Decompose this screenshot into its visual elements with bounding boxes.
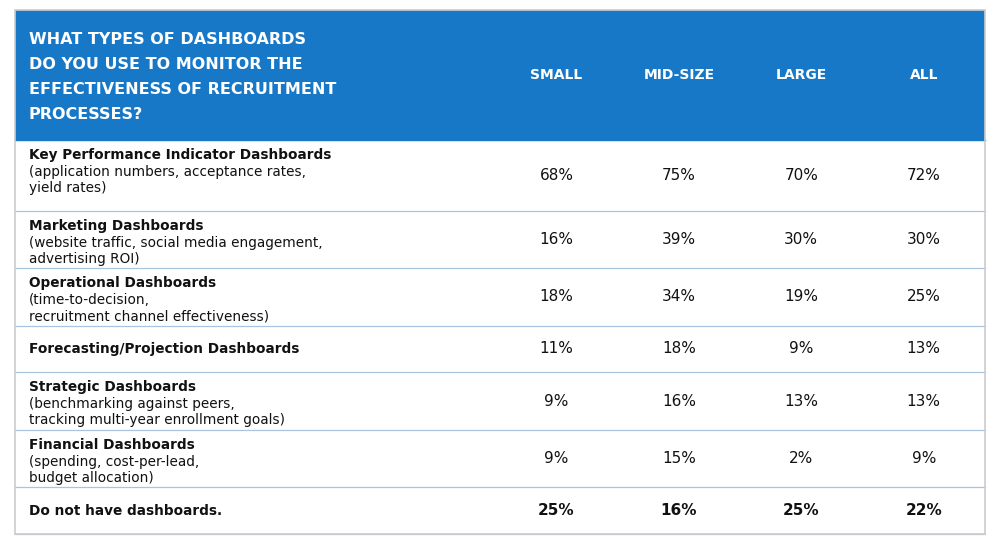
Polygon shape [15,430,985,487]
Text: 68%: 68% [539,168,573,183]
Text: PROCESSES?: PROCESSES? [29,107,143,122]
Text: EFFECTIVENESS OF RECRUITMENT: EFFECTIVENESS OF RECRUITMENT [29,82,336,97]
Text: 13%: 13% [907,394,941,409]
Text: 9%: 9% [544,451,569,466]
Text: 22%: 22% [905,503,942,518]
Text: Operational Dashboards: Operational Dashboards [29,276,216,290]
Text: 13%: 13% [784,394,818,409]
Text: 16%: 16% [661,503,697,518]
Text: recruitment channel effectiveness): recruitment channel effectiveness) [29,309,269,323]
Polygon shape [15,140,985,211]
Text: 13%: 13% [907,342,941,356]
Text: (benchmarking against peers,: (benchmarking against peers, [29,398,235,411]
Text: 9%: 9% [912,451,936,466]
Text: 25%: 25% [907,289,941,305]
Text: 18%: 18% [539,289,573,305]
Text: 75%: 75% [662,168,696,183]
Text: 18%: 18% [662,342,696,356]
Polygon shape [15,487,985,534]
Polygon shape [15,268,985,325]
Text: (application numbers, acceptance rates,: (application numbers, acceptance rates, [29,165,306,179]
Text: 25%: 25% [538,503,575,518]
Polygon shape [15,373,985,430]
Text: 16%: 16% [662,394,696,409]
Text: 11%: 11% [539,342,573,356]
Text: 39%: 39% [662,232,696,247]
Polygon shape [15,325,985,373]
Text: 34%: 34% [662,289,696,305]
Polygon shape [15,211,985,268]
Polygon shape [15,10,985,140]
Text: Marketing Dashboards: Marketing Dashboards [29,219,204,233]
Text: advertising ROI): advertising ROI) [29,252,140,266]
Text: (time-to-decision,: (time-to-decision, [29,293,150,307]
Text: tracking multi-year enrollment goals): tracking multi-year enrollment goals) [29,413,285,428]
Text: Forecasting/Projection Dashboards: Forecasting/Projection Dashboards [29,342,299,356]
Text: (spending, cost-per-lead,: (spending, cost-per-lead, [29,455,199,469]
Text: 16%: 16% [539,232,573,247]
Text: Key Performance Indicator Dashboards: Key Performance Indicator Dashboards [29,148,331,162]
Text: budget allocation): budget allocation) [29,471,154,485]
Text: LARGE: LARGE [776,68,827,82]
Text: 9%: 9% [789,342,813,356]
Text: 25%: 25% [783,503,820,518]
Text: (website traffic, social media engagement,: (website traffic, social media engagemen… [29,236,323,250]
Text: Strategic Dashboards: Strategic Dashboards [29,380,196,394]
Text: yield rates): yield rates) [29,181,106,195]
Text: 30%: 30% [784,232,818,247]
Text: 2%: 2% [789,451,813,466]
Text: 72%: 72% [907,168,941,183]
Text: WHAT TYPES OF DASHBOARDS: WHAT TYPES OF DASHBOARDS [29,32,306,47]
Text: SMALL: SMALL [530,68,583,82]
Text: ALL: ALL [910,68,938,82]
Text: 30%: 30% [907,232,941,247]
Text: DO YOU USE TO MONITOR THE: DO YOU USE TO MONITOR THE [29,57,303,72]
Text: Do not have dashboards.: Do not have dashboards. [29,504,222,517]
Text: 19%: 19% [784,289,818,305]
Text: 9%: 9% [544,394,569,409]
Text: 15%: 15% [662,451,696,466]
Text: MID-SIZE: MID-SIZE [643,68,714,82]
Text: Financial Dashboards: Financial Dashboards [29,438,195,452]
Text: 70%: 70% [784,168,818,183]
